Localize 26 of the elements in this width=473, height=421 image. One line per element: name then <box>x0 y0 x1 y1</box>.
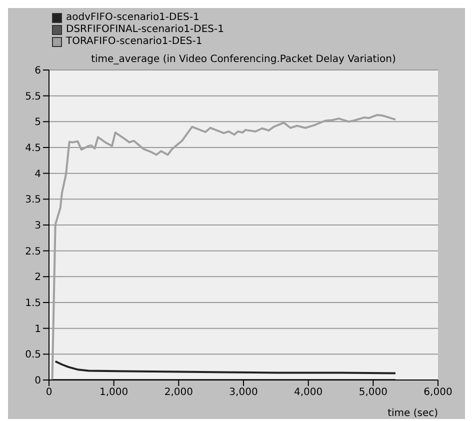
x-tick-label: 2,000 <box>164 387 193 398</box>
x-tick-label: 4,000 <box>294 387 323 398</box>
y-tick-label: 0.5 <box>25 350 41 361</box>
y-tick-label: 1.5 <box>25 298 41 310</box>
y-tick-label: 5.5 <box>25 91 41 102</box>
x-tick-label: 0 <box>46 387 52 398</box>
legend-label: aodvFIFO-scenario1-DES-1 <box>66 12 200 24</box>
x-tick-label: 6,000 <box>424 387 452 398</box>
y-tick-label: 5 <box>34 117 41 128</box>
x-tick-label: 1,000 <box>100 387 128 398</box>
x-axis-title: time (sec) <box>388 408 438 419</box>
y-tick-label: 6 <box>34 66 41 77</box>
y-tick-label: 0 <box>34 376 41 387</box>
y-tick-label: 4 <box>34 168 41 180</box>
y-tick-label: 1 <box>34 324 41 335</box>
legend-label: DSRFIFOFINAL-scenario1-DES-1 <box>66 24 224 36</box>
y-tick-label: 2 <box>34 272 41 284</box>
x-tick-label: 5,000 <box>358 387 388 398</box>
y-tick-label: 4.5 <box>25 143 41 154</box>
chart-title: time_average (in Video Conferencing.Packet Delay Variation) <box>90 54 397 65</box>
line-series <box>54 360 396 374</box>
y-tick-label: 3.5 <box>25 194 41 206</box>
y-tick-label: 2.5 <box>25 246 41 258</box>
legend-label: TORAFIFO-scenario1-DES-1 <box>66 36 202 48</box>
x-tick-label: 3,000 <box>229 387 258 398</box>
y-tick-label: 3 <box>34 220 41 232</box>
